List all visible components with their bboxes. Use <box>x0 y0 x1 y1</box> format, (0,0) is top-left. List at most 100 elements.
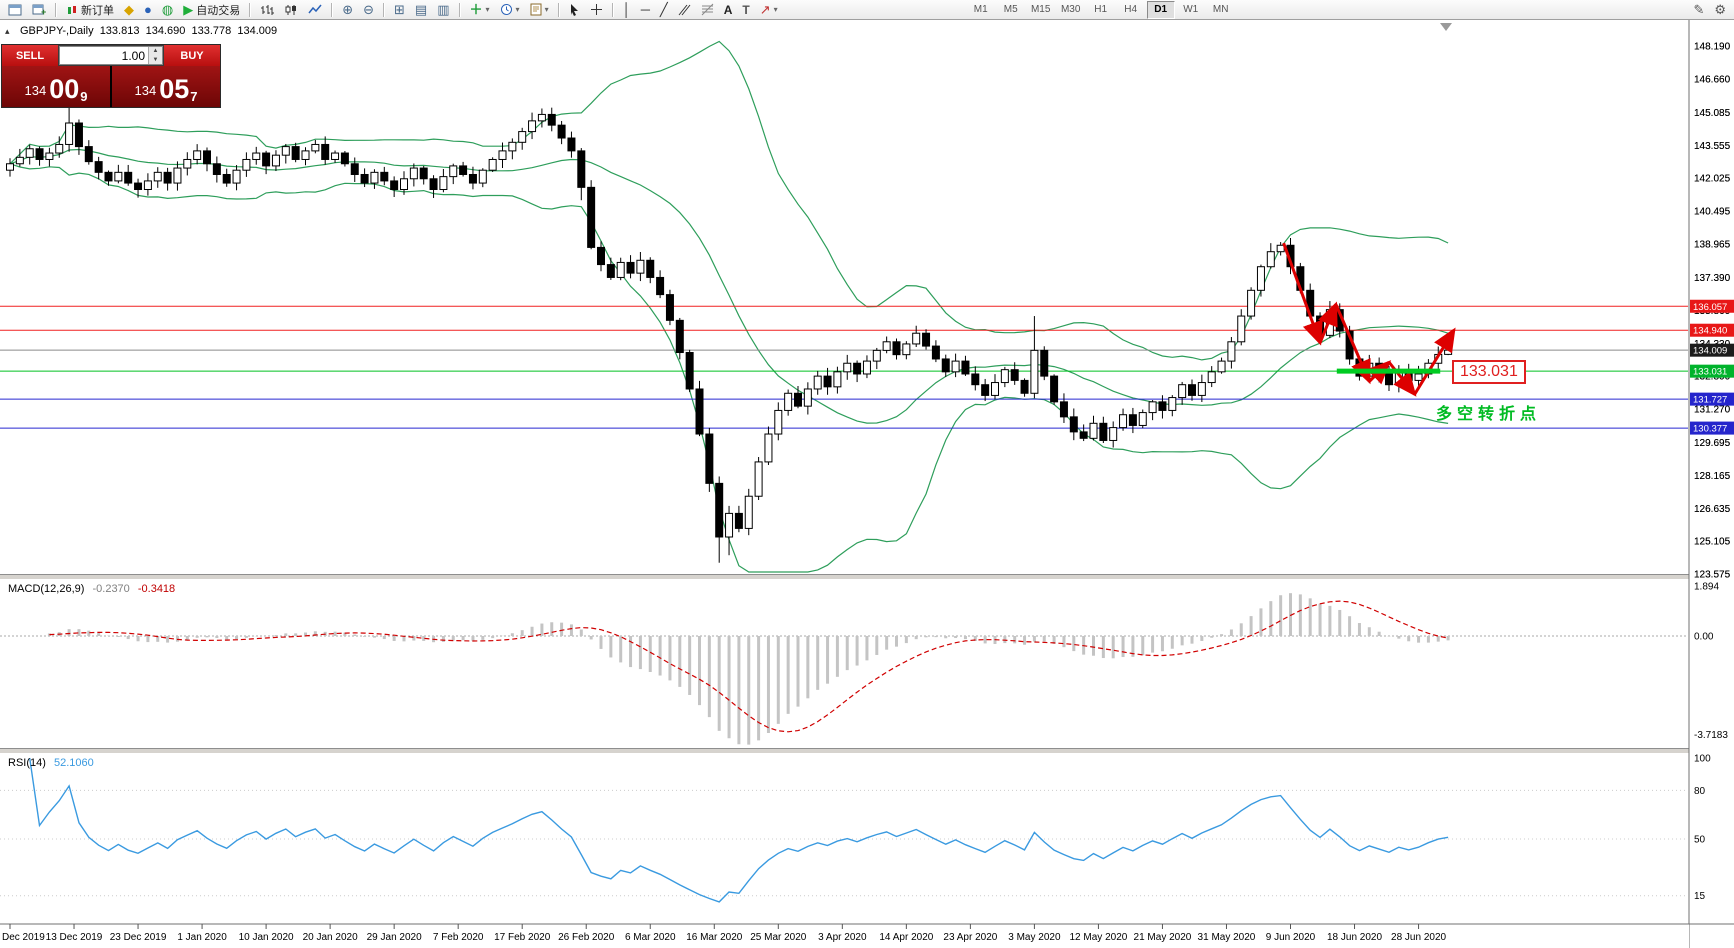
svg-text:28 Jun 2020: 28 Jun 2020 <box>1391 932 1446 943</box>
zoom-out-button[interactable]: ⊖ <box>359 0 378 19</box>
arrange-windows-button[interactable]: ▥ <box>433 0 453 19</box>
arrows-tool[interactable]: ↗ ▾ <box>756 0 782 19</box>
svg-text:14 Apr 2020: 14 Apr 2020 <box>879 932 933 943</box>
timeframe-H4[interactable]: H4 <box>1124 4 1138 15</box>
trendline-tool[interactable]: ╱ <box>656 0 672 19</box>
svg-text:50: 50 <box>1694 835 1706 846</box>
toolbar-separator <box>331 2 334 17</box>
macd-name: MACD(12,26,9) <box>8 583 85 595</box>
trend-arrow[interactable] <box>1334 303 1371 385</box>
vertical-line-tool[interactable]: │ <box>619 0 635 19</box>
one-click-toggle-icon[interactable]: ▴ <box>5 26 10 36</box>
svg-text:148.190: 148.190 <box>1694 42 1731 53</box>
periods-button[interactable]: ▾ <box>496 0 524 19</box>
timeframe-W1[interactable]: W1 <box>1183 4 1199 15</box>
timeframe-D1[interactable]: D1 <box>1146 0 1175 19</box>
cursor-tool-button[interactable] <box>565 0 584 19</box>
crosshair-tool-button[interactable] <box>586 0 607 19</box>
volume-input[interactable] <box>60 47 148 64</box>
robot-icon: ● <box>144 2 152 17</box>
svg-text:10 Jan 2020: 10 Jan 2020 <box>239 932 294 943</box>
text-a-icon: A <box>723 2 733 17</box>
timeframe-H1[interactable]: H1 <box>1094 4 1108 15</box>
text-tool[interactable]: A <box>720 0 737 19</box>
metaeditor-icon[interactable]: ◆ <box>120 0 138 19</box>
candle-chart-type-button[interactable] <box>280 0 302 19</box>
chart-window-icon[interactable] <box>4 0 26 19</box>
panel-divider[interactable] <box>0 748 1734 754</box>
timeframe-M5[interactable]: M5 <box>1003 4 1018 15</box>
channel-tool[interactable] <box>674 0 695 19</box>
svg-text:1 Jan 2020: 1 Jan 2020 <box>177 932 227 943</box>
autotrade-button[interactable]: ▶ 自动交易 <box>179 0 244 19</box>
svg-text:145.085: 145.085 <box>1694 108 1731 119</box>
cascade-windows-button[interactable]: ▤ <box>411 0 431 19</box>
buy-price-button[interactable]: 134 05 7 <box>112 66 220 107</box>
zoom-in-button[interactable]: ⊕ <box>338 0 357 19</box>
channel-icon <box>678 4 691 16</box>
sell-price-prefix: 134 <box>24 83 47 98</box>
toolbar-separator <box>611 2 614 17</box>
expert-advisors-icon[interactable]: ● <box>140 0 156 19</box>
svg-text:126.635: 126.635 <box>1694 504 1731 515</box>
pencil-button[interactable]: ✎ <box>1689 0 1708 19</box>
spin-down-icon[interactable]: ▼ <box>149 55 162 64</box>
svg-text:100: 100 <box>1694 754 1711 765</box>
trend-arrow[interactable] <box>1318 301 1338 344</box>
svg-text:130.377: 130.377 <box>1693 424 1727 435</box>
price-level-callout[interactable]: 133.031 <box>1452 360 1526 384</box>
templates-button[interactable]: ▾ <box>526 0 553 19</box>
timeframe-M30[interactable]: M30 <box>1060 4 1081 15</box>
svg-text:12 May 2020: 12 May 2020 <box>1070 932 1128 943</box>
level-callout-text: 133.031 <box>1460 363 1518 380</box>
dropdown-arrow-icon: ▾ <box>544 5 549 14</box>
main-toolbar: + 新订单 ◆ ● ◍ ▶ 自动交易 ⊕ ⊖ ⊞ ▤ ▥ ＋ ▾ ▾ ▾ │ ─ <box>0 0 1734 20</box>
spin-up-icon[interactable]: ▲ <box>149 47 162 56</box>
fibonacci-tool[interactable] <box>697 0 718 19</box>
svg-text:138.965: 138.965 <box>1694 239 1731 250</box>
trend-arrow[interactable] <box>1413 327 1456 396</box>
sell-price-button[interactable]: 134 00 9 <box>2 66 110 107</box>
cursor-icon <box>570 4 578 16</box>
svg-text:21 May 2020: 21 May 2020 <box>1134 932 1192 943</box>
horizontal-line-tool[interactable]: ─ <box>637 0 654 19</box>
svg-text:23 Dec 2019: 23 Dec 2019 <box>110 932 167 943</box>
svg-text:13 Dec 2019: 13 Dec 2019 <box>46 932 103 943</box>
hline-icon: ─ <box>640 2 650 17</box>
chart-shift-marker[interactable] <box>1440 23 1452 31</box>
line-chart-type-button[interactable] <box>304 0 326 19</box>
settings-button[interactable]: ⚙ <box>1710 0 1730 19</box>
bar-chart-type-button[interactable] <box>256 0 278 19</box>
turning-point-annotation[interactable]: 多空转折点 <box>1436 400 1541 424</box>
trend-arrow[interactable] <box>1387 361 1417 397</box>
toolbar-separator <box>55 2 57 17</box>
panel-divider[interactable] <box>0 574 1734 580</box>
price-axis[interactable] <box>1689 20 1734 948</box>
zoom-in-icon: ⊕ <box>342 2 354 17</box>
cascade-icon: ▤ <box>414 2 428 17</box>
tile-windows-button[interactable]: ⊞ <box>390 0 409 19</box>
new-chart-icon[interactable]: + <box>28 0 50 19</box>
scripts-icon[interactable]: ◍ <box>158 0 177 19</box>
svg-text:134.009: 134.009 <box>1693 346 1727 357</box>
svg-text:137.390: 137.390 <box>1694 273 1731 284</box>
volume-spinner: ▲ ▼ <box>148 47 162 64</box>
time-axis[interactable] <box>0 924 1689 948</box>
timeframe-MN[interactable]: MN <box>1212 4 1229 15</box>
indicators-button[interactable]: ＋ ▾ <box>466 0 494 19</box>
trend-arrow[interactable] <box>1282 242 1323 346</box>
svg-text:128.165: 128.165 <box>1694 471 1731 482</box>
svg-text:0.00: 0.00 <box>1694 632 1714 643</box>
sell-button-label[interactable]: SELL <box>2 45 58 66</box>
svg-text:136.057: 136.057 <box>1693 302 1727 313</box>
timeframe-M15[interactable]: M15 <box>1030 4 1051 15</box>
buy-button-label[interactable]: BUY <box>164 45 220 66</box>
price-tag-131.727: 131.727 <box>1690 392 1734 406</box>
timeframe-M1[interactable]: M1 <box>973 4 988 15</box>
new-order-button[interactable]: 新订单 <box>62 0 118 19</box>
svg-text:7 Feb 2020: 7 Feb 2020 <box>433 932 484 943</box>
svg-text:137.390: 137.390 <box>1694 273 1731 284</box>
label-tool[interactable]: T <box>738 0 753 19</box>
toolbar-separator <box>383 2 386 17</box>
